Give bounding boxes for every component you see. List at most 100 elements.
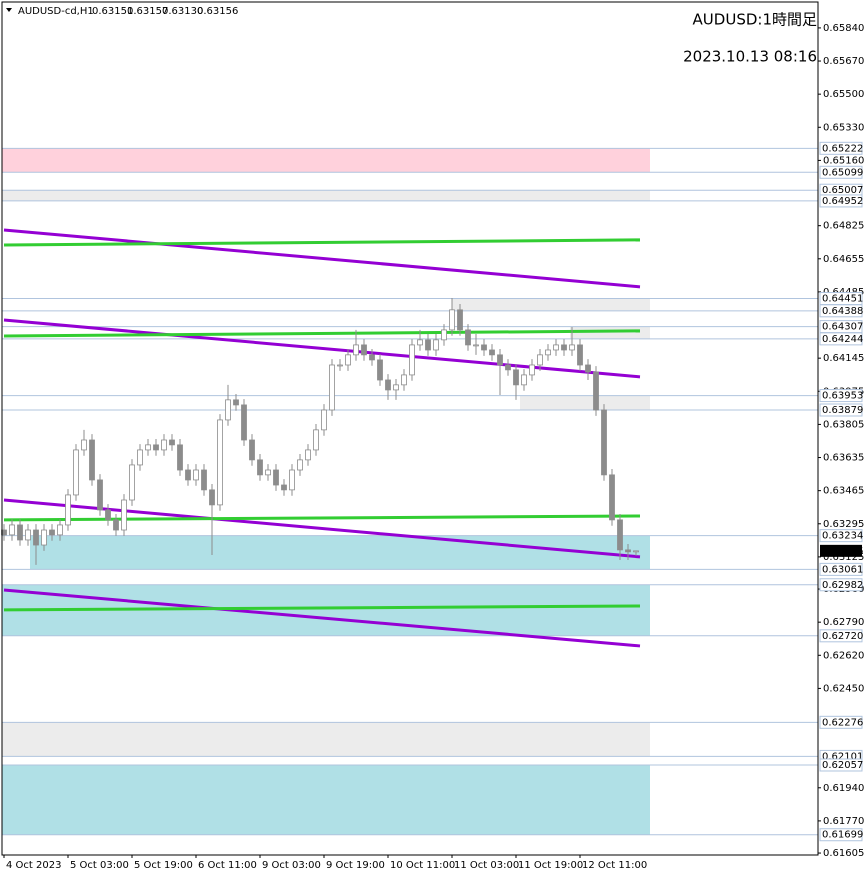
candle-body xyxy=(265,469,271,476)
level-label-box xyxy=(819,562,863,576)
candle-body xyxy=(57,524,63,536)
candle-body xyxy=(337,364,343,367)
level-label: 0.64307 xyxy=(822,322,863,333)
chart-title: AUDUSD:1時間足 xyxy=(693,11,817,29)
chart-subtitle: 2023.10.13 08:16 xyxy=(683,48,817,66)
candle-body xyxy=(161,439,167,451)
y-tick-label: 0.63125 xyxy=(823,552,864,563)
candle-body xyxy=(441,329,447,341)
candle-body xyxy=(505,364,511,371)
zone xyxy=(2,722,650,757)
level-label: 0.63953 xyxy=(822,391,863,402)
candle-body xyxy=(97,479,103,511)
candle-body xyxy=(465,329,471,346)
x-tick-label: 11 Oct 19:00 xyxy=(518,860,583,871)
candle-body xyxy=(529,364,535,376)
y-tick-label: 0.65670 xyxy=(823,56,864,67)
candle-body xyxy=(217,419,223,506)
zone xyxy=(2,148,650,173)
plot-layer xyxy=(1,147,818,836)
candle-body xyxy=(137,449,143,466)
candle-body xyxy=(153,444,159,451)
candle-body xyxy=(521,374,527,386)
y-tick-label: 0.64825 xyxy=(823,221,864,232)
candle-body xyxy=(329,364,335,411)
level-label-box xyxy=(819,165,863,179)
x-tick-label: 4 Oct 2023 xyxy=(6,860,61,871)
candle-body xyxy=(249,439,255,461)
y-tick-label: 0.63635 xyxy=(823,453,864,464)
level-label: 0.64952 xyxy=(822,196,863,207)
candle-body xyxy=(553,344,559,351)
y-tick-label: 0.61605 xyxy=(823,848,864,859)
header-value: 0.63156 xyxy=(197,6,238,17)
candle-body xyxy=(345,354,351,366)
candle-body xyxy=(457,309,463,331)
candle-body xyxy=(129,464,135,501)
candle-body xyxy=(273,469,279,486)
candle-body xyxy=(593,371,599,411)
candle-body xyxy=(481,344,487,351)
y-tick-label: 0.63465 xyxy=(823,486,864,497)
y-tick-label: 0.63805 xyxy=(823,419,864,430)
plot-frame xyxy=(1,1,819,856)
candle-body xyxy=(233,399,239,406)
level-label: 0.64388 xyxy=(822,306,863,317)
y-tick-label: 0.63295 xyxy=(823,519,864,530)
level-label-box xyxy=(819,529,863,543)
candle-body xyxy=(513,369,519,386)
candle-body xyxy=(225,399,231,421)
candle-body xyxy=(121,499,127,531)
zone xyxy=(2,190,650,201)
candle-body xyxy=(185,469,191,481)
x-tick-label: 9 Oct 19:00 xyxy=(326,860,385,871)
candle-body xyxy=(585,364,591,373)
candle-body xyxy=(385,379,391,391)
level-label: 0.63879 xyxy=(822,405,863,416)
level-label: 0.62276 xyxy=(822,717,863,728)
x-tick-label: 11 Oct 03:00 xyxy=(454,860,519,871)
x-tick-label: 5 Oct 03:00 xyxy=(70,860,129,871)
candle-body xyxy=(633,550,639,553)
candle-body xyxy=(289,469,295,491)
y-tick-label: 0.64145 xyxy=(823,353,864,364)
candle-body xyxy=(89,439,95,481)
level-label: 0.65222 xyxy=(822,143,863,154)
x-tick-label: 10 Oct 11:00 xyxy=(390,860,455,871)
level-label-box xyxy=(819,578,863,592)
candle-body xyxy=(297,459,303,471)
menu-triangle[interactable] xyxy=(6,8,12,12)
trend-line xyxy=(3,228,641,289)
level-label: 0.65099 xyxy=(822,167,863,178)
level-label-box xyxy=(819,389,863,403)
y-tick-label: 0.62450 xyxy=(823,683,864,694)
x-tick-label: 6 Oct 11:00 xyxy=(198,860,257,871)
y-tick-label: 0.65330 xyxy=(823,122,864,133)
x-tick-label: 5 Oct 19:00 xyxy=(134,860,193,871)
level-label-box xyxy=(819,194,863,208)
candle-body xyxy=(281,484,287,491)
candle-body xyxy=(369,354,375,361)
level-label: 0.61699 xyxy=(822,830,863,841)
trend-line xyxy=(3,238,641,247)
candle-body xyxy=(425,339,431,351)
candle-body xyxy=(537,354,543,366)
level-label-box xyxy=(819,715,863,729)
candle-body xyxy=(561,344,567,351)
level-label-box xyxy=(819,141,863,155)
candle-body xyxy=(209,489,215,506)
level-label-box xyxy=(819,828,863,842)
candle-body xyxy=(33,529,39,546)
header-value: 0.63157 xyxy=(127,6,168,17)
candle-body xyxy=(241,404,247,441)
level-label: 0.62101 xyxy=(822,751,863,762)
candle-body xyxy=(321,409,327,431)
candle-body xyxy=(73,449,79,496)
y-tick-label: 0.62790 xyxy=(823,617,864,628)
candle-body xyxy=(105,509,111,521)
candle-body xyxy=(145,444,151,451)
level-label: 0.65007 xyxy=(822,185,863,196)
level-label-box xyxy=(819,758,863,772)
y-tick-label: 0.61770 xyxy=(823,816,864,827)
level-label-box xyxy=(819,629,863,643)
